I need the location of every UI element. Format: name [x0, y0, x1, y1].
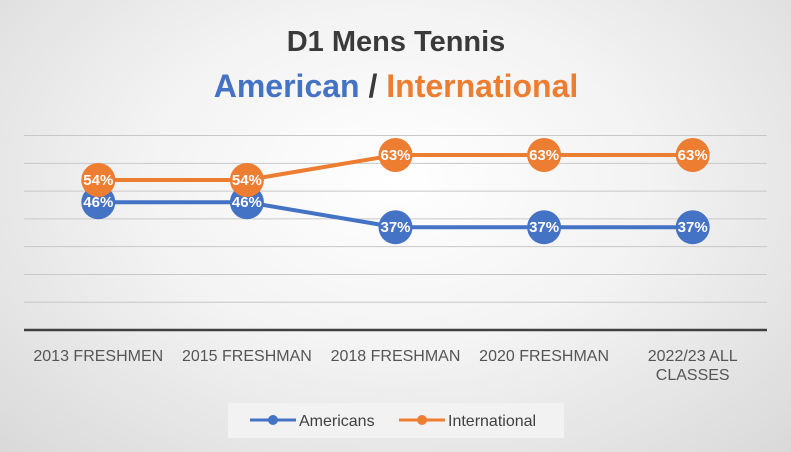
data-point: [81, 162, 116, 197]
x-tick-label: 2013 FRESHMEN: [33, 348, 163, 365]
chart-subtitle: American / International: [214, 68, 579, 104]
data-point: [527, 137, 562, 172]
data-label: 54%: [232, 172, 262, 189]
data-point: [675, 137, 710, 172]
legend-international-marker: [417, 415, 427, 425]
subtitle-international: International: [386, 68, 578, 104]
chart-title: D1 Mens Tennis: [287, 26, 506, 58]
data-point: [378, 137, 413, 172]
data-label: 37%: [380, 219, 410, 236]
data-point: [675, 210, 710, 245]
data-label: 63%: [678, 147, 708, 164]
subtitle-separator: /: [360, 68, 387, 104]
x-tick-label: 2015 FRESHMAN: [182, 348, 312, 365]
legend-americans-label: Americans: [299, 413, 375, 430]
x-tick-label: CLASSES: [656, 367, 730, 384]
x-tick-label: 2018 FRESHMAN: [331, 348, 461, 365]
x-tick-label: 2022/23 ALL: [648, 348, 738, 365]
legend-americans-marker: [268, 415, 278, 425]
data-point: [229, 162, 264, 197]
data-point: [527, 210, 562, 245]
series-group: 46% 46% 37% 37% 37% 54% 54% 63% 63% 63%: [81, 137, 710, 245]
x-axis-tick-labels: 2013 FRESHMEN 2015 FRESHMAN 2018 FRESHMAN 2…: [33, 348, 737, 384]
data-label: 37%: [529, 219, 559, 236]
x-tick-label: 2020 FRESHMAN: [479, 348, 609, 365]
legend: Americans International: [228, 403, 564, 438]
data-label: 63%: [380, 147, 410, 164]
legend-international-label: International: [448, 413, 536, 430]
data-label: 54%: [83, 172, 113, 189]
data-label: 63%: [529, 147, 559, 164]
data-label: 46%: [83, 194, 113, 211]
data-label: 46%: [232, 194, 262, 211]
subtitle-american: American: [214, 68, 360, 104]
data-point: [378, 210, 413, 245]
data-label: 37%: [678, 219, 708, 236]
